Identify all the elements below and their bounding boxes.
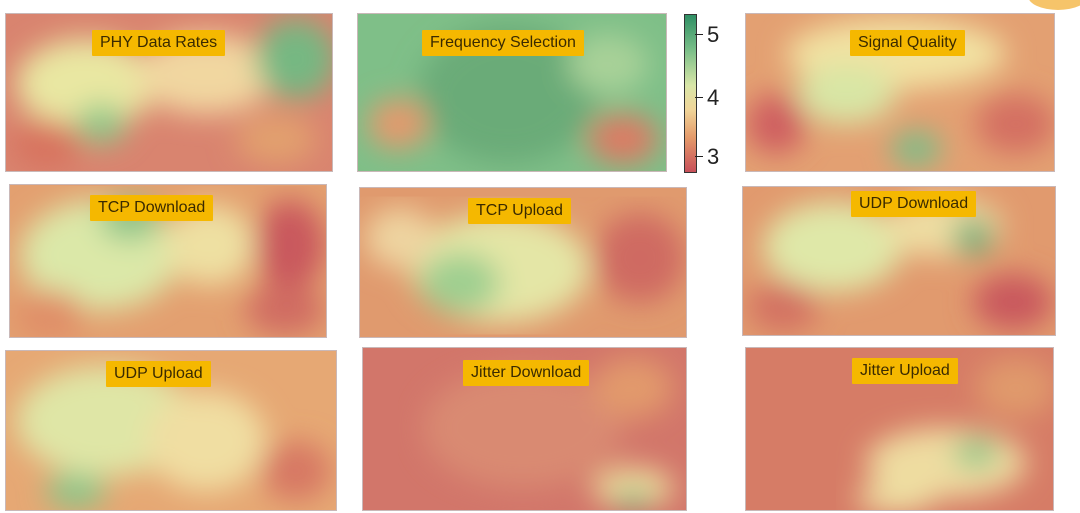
heatmap-signal-quality: Signal Quality [745,13,1055,172]
colorbar-tick [695,156,703,157]
floorplan-heatmap [743,187,1055,335]
panel-title: Frequency Selection [422,30,584,56]
heatmap-udp-upload: UDP Upload [5,350,337,511]
heatmap-jitter-upload: Jitter Upload [745,347,1054,511]
panel-title: UDP Download [851,191,977,217]
panel-title: Jitter Upload [852,358,958,384]
floorplan-heatmap [358,14,666,171]
colorbar-tick-label: 5 [707,22,720,47]
heatmap-phy-data-rates: PHY Data Rates [5,13,333,172]
colorbar-tick [695,34,703,35]
panel-title: Signal Quality [850,30,965,56]
colorbar-tick [695,97,703,98]
panel-title: Jitter Download [463,360,590,386]
floorplan-heatmap [363,348,686,510]
heatmap-tcp-download: TCP Download [9,184,327,338]
corner-accent [1028,0,1080,10]
colorbar [684,14,697,173]
heatmap-tcp-upload: TCP Upload [359,187,687,338]
colorbar-tick-label: 3 [707,144,720,169]
panel-title: PHY Data Rates [92,30,226,56]
heatmap-jitter-download: Jitter Download [362,347,687,511]
panel-title: TCP Download [90,195,214,221]
panel-title: TCP Upload [468,198,571,224]
panel-title: UDP Upload [106,361,211,387]
floorplan-heatmap [746,348,1053,510]
colorbar-tick-label: 4 [707,85,720,110]
heatmap-frequency-selection: Frequency Selection [357,13,667,172]
heatmap-udp-download: UDP Download [742,186,1056,336]
